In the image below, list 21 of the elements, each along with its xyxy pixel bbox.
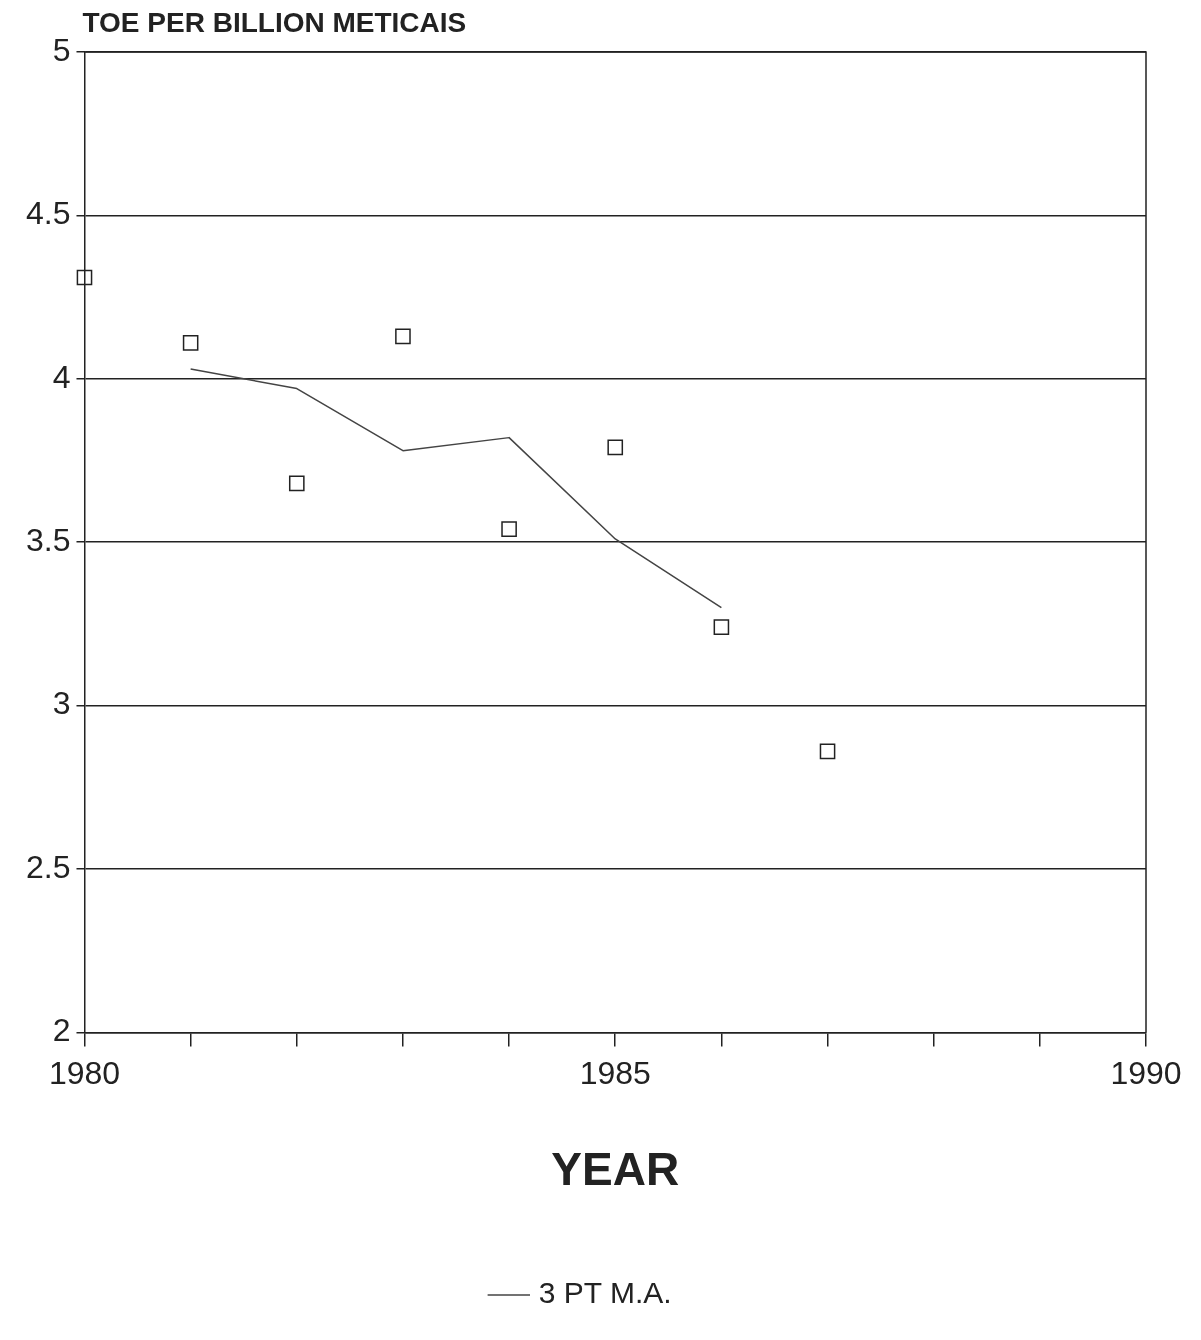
point	[182, 335, 199, 351]
point	[501, 521, 517, 537]
y-tick-label: 3	[52, 685, 71, 722]
x-tick-label: 1990	[1110, 1055, 1182, 1092]
point	[76, 269, 93, 286]
x-tick-label: 1980	[48, 1055, 121, 1092]
x-tick-label: 1985	[579, 1055, 651, 1092]
point	[288, 475, 305, 492]
y-tick-label: 2	[52, 1012, 71, 1049]
y-tick-label: 5	[52, 31, 71, 68]
x-axis-title: YEAR	[551, 1143, 680, 1196]
y-tick-label: 4.5	[26, 195, 71, 232]
point	[607, 439, 624, 456]
y-axis-title: TOE PER BILLION METICAIS	[82, 6, 467, 38]
y-tick-label: 4	[52, 358, 71, 395]
y-tick-label: 3.5	[26, 522, 71, 559]
point	[713, 619, 730, 635]
legend-label: 3 PT M.A.	[538, 1276, 672, 1310]
y-tick-label: 2.5	[26, 848, 71, 885]
point	[819, 743, 836, 760]
point	[395, 328, 411, 345]
